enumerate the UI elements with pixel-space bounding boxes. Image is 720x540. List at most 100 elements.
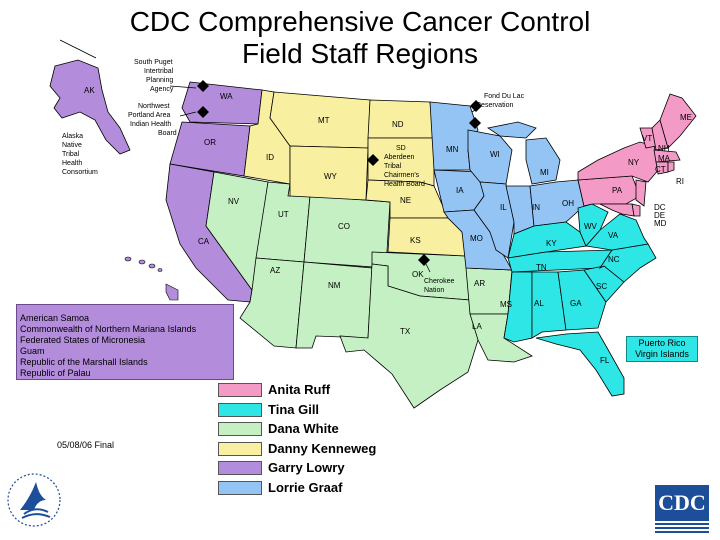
label-nv: NV [228,197,240,206]
svg-text:Tribal: Tribal [384,163,402,170]
caribbean-box: Puerto Rico Virgin Islands [626,336,698,362]
svg-text:Intertribal: Intertribal [144,68,174,75]
svg-text:Health Board: Health Board [384,181,425,188]
map-title-line1: CDC Comprehensive Cancer Control [129,6,591,37]
legend-label: Lorrie Graaf [268,479,343,495]
label-az: AZ [270,266,280,275]
legend-swatch [218,422,262,436]
label-mt: MT [318,116,330,125]
label-mi: MI [540,168,549,177]
label-ms: MS [500,300,512,309]
svg-text:Northwest: Northwest [138,103,170,110]
territory-item: Commonwealth of Northern Mariana Islands [20,324,197,334]
label-or: OR [204,138,216,147]
label-nd: ND [392,120,404,129]
label-id: ID [266,153,274,162]
label-ak: AK [84,86,95,95]
state-ak[interactable] [49,59,131,155]
date-note: 05/08/06 Final [57,440,115,450]
label-nc: NC [608,255,620,264]
label-in: IN [532,203,540,212]
note-fond-du-lac: Fond Du Lac Reservation [476,93,525,109]
territory-item: Republic of the Marshall Islands [20,357,148,367]
state-al[interactable] [531,271,567,339]
state-ri[interactable] [667,161,675,173]
svg-text:Aberdeen: Aberdeen [384,154,414,161]
label-ca: CA [198,237,210,246]
legend-label: Garry Lowry [268,460,345,475]
label-al: AL [534,299,544,308]
label-sc: SC [596,282,607,291]
svg-text:Cherokee: Cherokee [424,278,454,285]
label-vt: VT [642,134,652,143]
state-tx[interactable] [339,263,479,409]
svg-text:Reservation: Reservation [476,102,513,109]
label-ia: IA [456,186,464,195]
state-va[interactable] [585,213,649,251]
label-ny: NY [628,158,640,167]
state-hi[interactable] [124,256,179,301]
note-aberdeen: SD Aberdeen Tribal Chairmen's Health Boa… [384,145,425,188]
svg-text:Board: Board [158,130,177,137]
label-la: LA [472,322,482,331]
svg-text:Indian Health: Indian Health [130,121,171,128]
state-md[interactable] [599,203,635,217]
label-wi: WI [490,150,500,159]
hhs-eagle-icon [7,473,61,527]
state-wa[interactable] [181,81,263,125]
svg-text:Health: Health [62,160,82,167]
label-ma: MA [658,154,671,163]
caribbean-item: Puerto Rico [638,338,686,348]
label-tx: TX [400,327,411,336]
cdc-logo-icon: CDC [655,485,709,535]
label-ok: OK [412,270,424,279]
label-md: MD [654,219,667,228]
territories-box: American Samoa Commonwealth of Northern … [16,304,234,380]
caribbean-item: Virgin Islands [635,349,689,359]
legend-label: Dana White [268,421,339,436]
svg-text:Native: Native [62,142,82,149]
state-nm[interactable] [295,261,373,349]
legend-swatch [218,461,262,475]
label-ga: GA [570,299,582,308]
state-mi[interactable] [486,121,561,185]
label-pa: PA [612,186,623,195]
svg-text:Chairmen's: Chairmen's [384,172,420,179]
legend-label: Danny Kenneweg [268,440,377,456]
label-mo: MO [470,234,483,243]
label-wy: WY [324,172,338,181]
state-ma[interactable] [653,149,681,163]
svg-text:Agency: Agency [150,86,174,93]
state-me[interactable] [659,93,697,149]
territory-item: Republic of Palau [20,368,91,378]
label-va: VA [608,231,619,240]
svg-text:Portland Area: Portland Area [128,112,171,119]
label-wv: WV [584,222,598,231]
legend-label: Anita Ruff [268,382,331,397]
svg-text:Planning: Planning [146,77,173,84]
svg-text:Consortium: Consortium [62,169,98,176]
label-fl: FL [600,356,610,365]
state-fl[interactable] [535,331,625,397]
label-nh: NH [658,144,670,153]
label-il: IL [500,203,507,212]
state-nj[interactable] [635,179,647,207]
label-ct: CT [655,165,666,174]
label-co: CO [338,222,350,231]
cdc-logo-text: CDC [655,485,709,521]
diamond-marker-icon [197,80,482,266]
svg-text:Tribal: Tribal [62,151,80,158]
svg-text:Fond Du Lac: Fond Du Lac [484,93,525,100]
note-northwest-portland: Northwest Portland Area Indian Health Bo… [128,103,177,137]
legend-label: Tina Gill [268,401,320,417]
label-de: DE [654,211,665,220]
state-pa[interactable] [577,175,641,207]
label-ne: NE [400,196,411,205]
label-ut: UT [278,210,289,219]
state-nd[interactable] [367,99,435,139]
label-wa: WA [220,92,233,101]
legend-swatch [218,402,262,417]
note-cherokee: Cherokee Nation [424,278,454,294]
svg-text:Alaska: Alaska [62,133,83,140]
